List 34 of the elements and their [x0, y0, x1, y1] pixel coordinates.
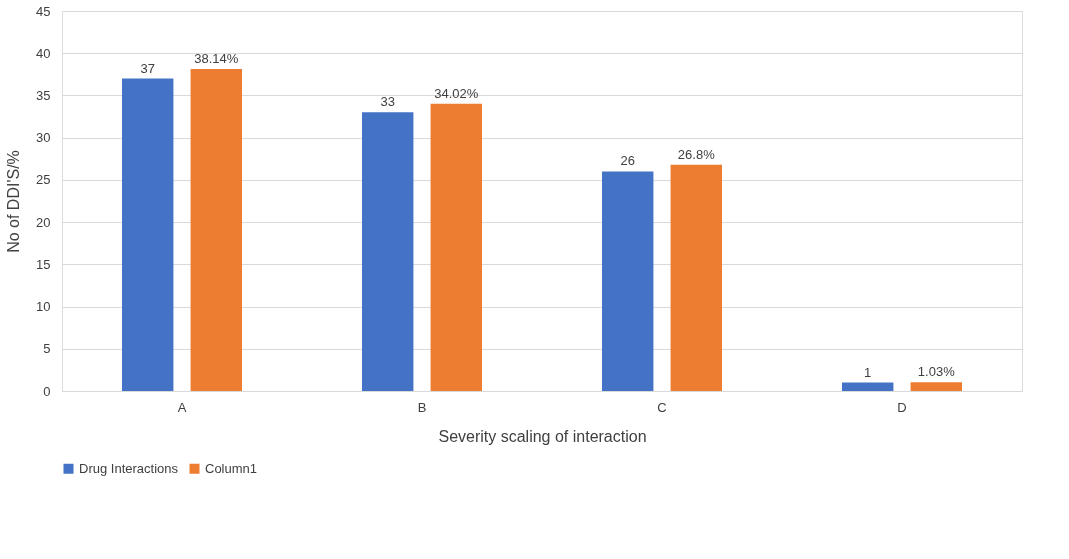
y-tick-label: 40 — [36, 45, 51, 61]
data-label: 33 — [380, 94, 395, 110]
y-axis-title: No of DDI'S/% — [5, 150, 23, 253]
x-tick-label: A — [177, 399, 187, 415]
y-tick-label: 0 — [43, 383, 51, 399]
data-label: 34.02% — [434, 85, 479, 101]
y-tick-label: 30 — [36, 130, 51, 146]
y-tick-label: 15 — [36, 256, 51, 272]
data-label: 38.14% — [194, 50, 239, 66]
x-tick-label: D — [897, 399, 907, 415]
y-tick-label: 20 — [36, 214, 51, 230]
y-tick-label: 25 — [36, 172, 51, 188]
y-tick-label: 35 — [36, 87, 51, 103]
bar — [122, 78, 174, 391]
bar — [842, 382, 894, 391]
y-tick-label: 5 — [43, 341, 51, 357]
bar — [602, 171, 654, 391]
bar — [430, 103, 482, 391]
x-tick-label: C — [657, 399, 667, 415]
data-label: 1.03% — [917, 364, 956, 380]
legend-label: Column1 — [205, 460, 258, 476]
bar — [362, 112, 414, 391]
bar — [670, 164, 722, 391]
x-axis-title: Severity scaling of interaction — [438, 427, 647, 445]
data-label: 37 — [140, 60, 155, 76]
y-tick-label: 45 — [36, 3, 51, 19]
data-label: 1 — [864, 364, 872, 380]
data-label: 26.8% — [677, 146, 716, 162]
data-label: 26 — [620, 153, 635, 169]
bar — [190, 68, 242, 391]
bar — [910, 382, 962, 391]
legend-label: Drug Interactions — [79, 460, 179, 476]
x-tick-label: B — [417, 399, 427, 415]
y-tick-label: 10 — [36, 299, 51, 315]
